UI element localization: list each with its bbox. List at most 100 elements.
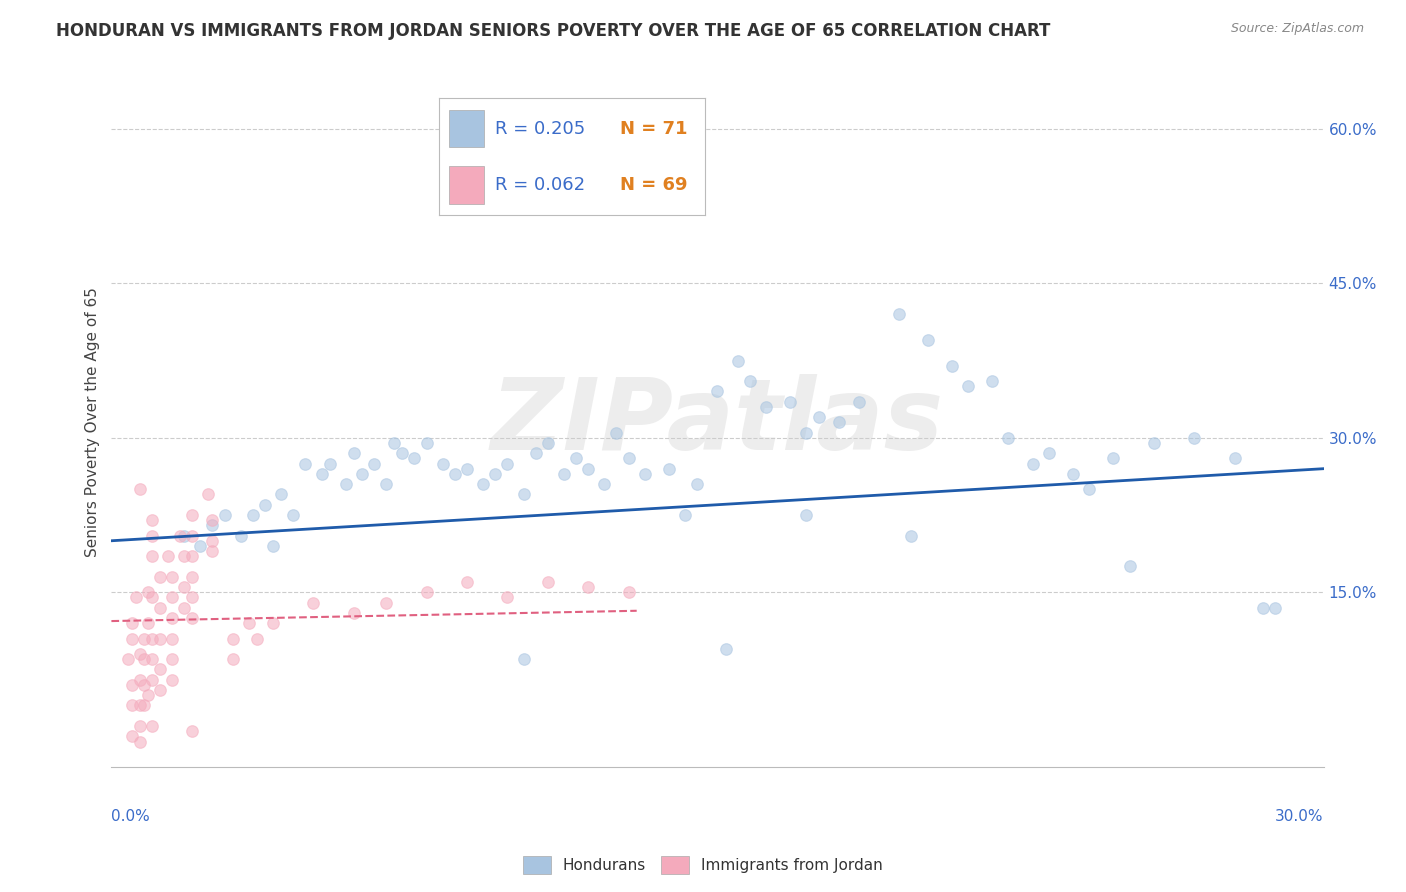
Point	[132, 678, 155, 692]
Point	[283, 508, 305, 522]
Point	[132, 652, 155, 666]
Point	[444, 467, 467, 481]
Point	[238, 616, 260, 631]
Point	[537, 574, 560, 589]
Point	[1223, 451, 1246, 466]
Point	[169, 528, 191, 542]
Point	[132, 632, 155, 646]
Point	[343, 606, 366, 620]
Point	[128, 719, 150, 733]
Point	[432, 457, 454, 471]
Point	[917, 333, 939, 347]
Point	[1021, 457, 1043, 471]
Point	[128, 483, 150, 497]
Point	[1182, 431, 1205, 445]
Point	[1251, 600, 1274, 615]
Point	[605, 425, 627, 440]
Point	[149, 570, 172, 584]
Point	[141, 591, 163, 605]
Point	[262, 616, 284, 631]
Point	[673, 508, 696, 522]
Point	[576, 580, 599, 594]
Point	[173, 600, 195, 615]
Point	[318, 457, 340, 471]
Point	[117, 652, 139, 666]
Point	[997, 431, 1019, 445]
Point	[1078, 483, 1101, 497]
Point	[755, 400, 778, 414]
Point	[889, 307, 911, 321]
Point	[181, 724, 204, 739]
Point	[149, 600, 172, 615]
Point	[246, 632, 269, 646]
Point	[173, 549, 195, 564]
Point	[181, 508, 204, 522]
Point	[1143, 436, 1166, 450]
Legend: Hondurans, Immigrants from Jordan: Hondurans, Immigrants from Jordan	[517, 850, 889, 880]
Point	[658, 461, 681, 475]
Point	[375, 477, 398, 491]
Point	[201, 533, 224, 548]
Point	[617, 585, 640, 599]
Point	[201, 513, 224, 527]
Point	[128, 673, 150, 687]
Point	[149, 683, 172, 698]
Point	[229, 528, 252, 542]
Point	[617, 451, 640, 466]
Point	[593, 477, 616, 491]
Point	[128, 698, 150, 713]
Point	[686, 477, 709, 491]
Point	[727, 353, 749, 368]
Point	[415, 436, 437, 450]
Text: HONDURAN VS IMMIGRANTS FROM JORDAN SENIORS POVERTY OVER THE AGE OF 65 CORRELATIO: HONDURAN VS IMMIGRANTS FROM JORDAN SENIO…	[56, 22, 1050, 40]
Text: ZIPatlas: ZIPatlas	[491, 374, 943, 471]
Point	[343, 446, 366, 460]
Point	[149, 632, 172, 646]
Point	[160, 632, 183, 646]
Point	[391, 446, 413, 460]
Point	[188, 539, 211, 553]
Point	[363, 457, 385, 471]
Point	[1118, 559, 1140, 574]
Point	[335, 477, 357, 491]
Point	[576, 461, 599, 475]
Point	[484, 467, 506, 481]
Point	[173, 528, 195, 542]
Point	[294, 457, 316, 471]
Point	[512, 652, 534, 666]
Point	[415, 585, 437, 599]
Point	[201, 544, 224, 558]
Point	[141, 673, 163, 687]
Point	[404, 451, 426, 466]
Point	[141, 652, 163, 666]
Point	[173, 580, 195, 594]
Point	[160, 570, 183, 584]
Point	[706, 384, 728, 399]
Y-axis label: Seniors Poverty Over the Age of 65: Seniors Poverty Over the Age of 65	[86, 287, 100, 558]
Point	[160, 652, 183, 666]
Point	[375, 595, 398, 609]
Point	[553, 467, 575, 481]
Point	[941, 359, 963, 373]
Point	[160, 673, 183, 687]
Point	[714, 641, 737, 656]
Point	[124, 591, 146, 605]
Point	[141, 632, 163, 646]
Point	[779, 394, 801, 409]
Point	[253, 498, 276, 512]
Point	[141, 513, 163, 527]
Point	[160, 591, 183, 605]
Text: 0.0%: 0.0%	[111, 809, 150, 823]
Point	[181, 570, 204, 584]
Point	[302, 595, 325, 609]
Point	[149, 663, 172, 677]
Point	[496, 591, 519, 605]
Point	[956, 379, 979, 393]
Point	[214, 508, 236, 522]
Point	[270, 487, 292, 501]
Point	[181, 591, 204, 605]
Point	[537, 436, 560, 450]
Point	[828, 415, 851, 429]
Point	[128, 734, 150, 748]
Point	[900, 528, 922, 542]
